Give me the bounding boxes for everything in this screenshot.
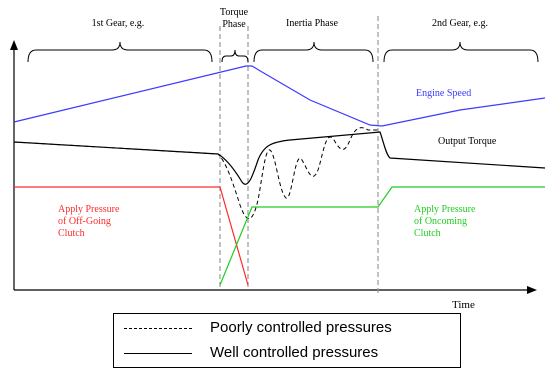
legend-item-well: Well controlled pressures xyxy=(114,341,460,365)
engine-speed-curve xyxy=(13,65,545,127)
label-output-torque: Output Torque xyxy=(438,136,497,147)
label-first-gear: 1st Gear, e.g. xyxy=(92,18,145,29)
legend-label-poorly: Poorly controlled pressures xyxy=(210,319,392,336)
brace-first-gear xyxy=(27,41,213,63)
label-offgoing-1: Apply Pressure xyxy=(58,204,120,215)
label-torque-phase-1: Torque xyxy=(220,7,249,18)
legend-solid-line-icon xyxy=(124,353,192,354)
brace-torque-phase xyxy=(221,49,249,63)
legend: Poorly controlled pressures Well control… xyxy=(113,313,461,368)
phase-dividers xyxy=(219,16,379,295)
label-torque-phase-2: Phase xyxy=(222,19,246,30)
label-second-gear: 2nd Gear, e.g. xyxy=(432,18,488,29)
x-axis-label: Time xyxy=(452,299,475,311)
offgoing-pressure-curve xyxy=(14,186,249,286)
oncoming-pressure-curve xyxy=(219,186,545,286)
x-axis-arrow-icon xyxy=(527,286,537,294)
brace-inertia-phase xyxy=(253,41,374,63)
axes xyxy=(10,40,537,294)
label-oncoming-3: Clutch xyxy=(414,228,441,239)
phase-braces xyxy=(27,41,539,63)
label-oncoming-2: of Oncoming xyxy=(414,216,467,227)
legend-dashed-line-icon xyxy=(124,328,192,329)
label-oncoming-1: Apply Pressure xyxy=(414,204,476,215)
label-inertia-phase: Inertia Phase xyxy=(286,18,338,29)
label-offgoing-3: Clutch xyxy=(58,228,85,239)
label-engine-speed: Engine Speed xyxy=(416,88,471,99)
legend-item-poorly: Poorly controlled pressures xyxy=(114,316,460,340)
brace-second-gear xyxy=(383,41,539,63)
y-axis-arrow-icon xyxy=(10,40,18,50)
legend-label-well: Well controlled pressures xyxy=(210,344,379,361)
label-offgoing-2: of Off-Going xyxy=(58,216,111,227)
output-torque-well-curve xyxy=(13,131,545,185)
